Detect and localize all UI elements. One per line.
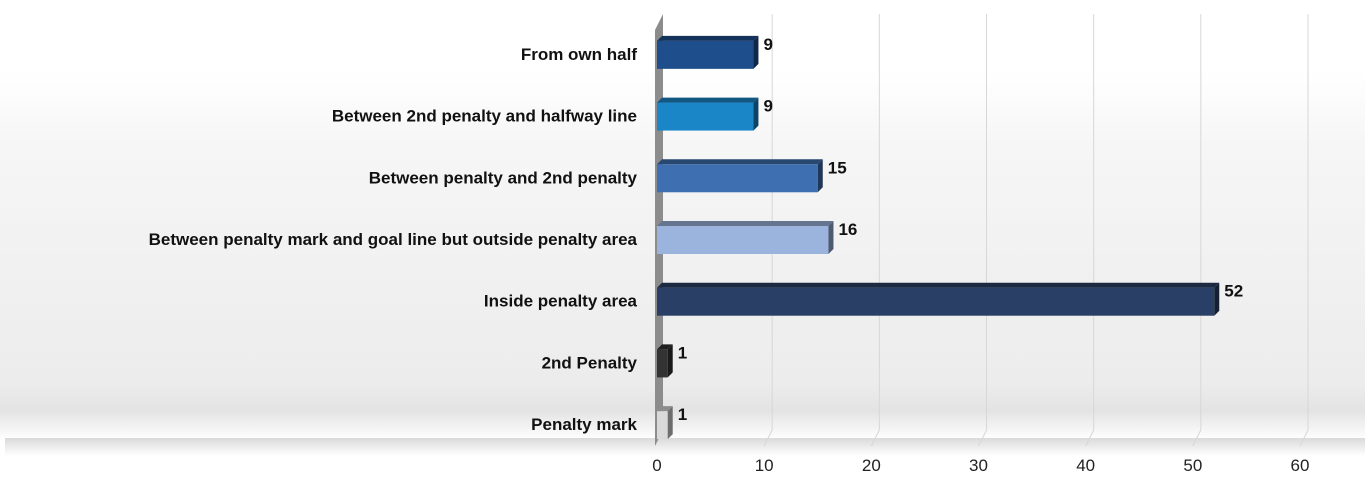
bar-front — [657, 411, 668, 440]
category-label: Between 2nd penalty and halfway line — [332, 107, 637, 126]
bar-top — [657, 406, 673, 412]
category-label: From own half — [521, 45, 638, 64]
data-label: 9 — [763, 97, 772, 116]
bar-front — [657, 349, 668, 378]
category-label: 2nd Penalty — [542, 353, 638, 372]
data-label: 52 — [1224, 282, 1243, 301]
plot-background — [0, 70, 1365, 440]
bar-end — [1214, 282, 1220, 316]
data-label: 1 — [678, 343, 687, 362]
plot-floor — [5, 438, 1365, 456]
x-tick-label: 30 — [969, 456, 988, 475]
category-labels: From own half Between 2nd penalty and hal… — [149, 45, 638, 434]
bar-end — [753, 35, 759, 69]
data-label: 15 — [828, 158, 847, 177]
gridline-floor — [763, 429, 773, 447]
bar-top — [657, 344, 673, 350]
bar-end — [828, 221, 834, 254]
gridline-floor — [1192, 429, 1202, 447]
bars: 9 9 15 16 52 1 1 — [657, 35, 1243, 440]
bar: 15 — [657, 158, 847, 193]
data-label: 9 — [763, 35, 772, 54]
bar-front — [657, 226, 829, 254]
x-axis-ticks: 0 10 20 30 40 50 60 — [652, 456, 1309, 475]
category-label: Inside penalty area — [484, 292, 638, 311]
gridline-floor — [870, 429, 880, 447]
bar-top — [657, 35, 759, 41]
x-tick-label: 40 — [1076, 456, 1095, 475]
x-tick-label: 10 — [755, 456, 774, 475]
bar-front — [657, 102, 754, 131]
bar-front — [657, 164, 818, 193]
bar-top — [657, 282, 1220, 288]
x-tick-label: 60 — [1291, 456, 1310, 475]
gridline-floor — [1085, 429, 1095, 447]
bar-front — [657, 40, 754, 69]
category-label: Penalty mark — [531, 415, 637, 434]
data-label: 16 — [838, 220, 857, 239]
x-tick-label: 50 — [1183, 456, 1202, 475]
bar: 9 — [657, 35, 773, 69]
gridline-floor — [978, 429, 987, 447]
x-tick-label: 0 — [652, 456, 661, 475]
category-label: Between penalty and 2nd penalty — [369, 168, 638, 187]
bar-end — [667, 344, 673, 378]
data-label: 1 — [678, 405, 687, 424]
bar-top — [657, 221, 834, 226]
gridline-floor — [1299, 429, 1309, 447]
x-tick-label: 20 — [862, 456, 881, 475]
bar-end — [753, 97, 759, 131]
bar-front — [657, 287, 1215, 316]
gridlines — [763, 14, 1309, 447]
bar-top — [657, 97, 759, 103]
bar: 1 — [657, 405, 687, 440]
bar: 52 — [657, 282, 1243, 316]
bar: 9 — [657, 97, 773, 131]
bar-end — [817, 159, 823, 193]
bar: 1 — [657, 343, 687, 378]
bar: 16 — [657, 220, 857, 254]
bar-end — [667, 406, 673, 440]
bar-top — [657, 159, 823, 165]
category-label: Between penalty mark and goal line but o… — [149, 230, 638, 249]
